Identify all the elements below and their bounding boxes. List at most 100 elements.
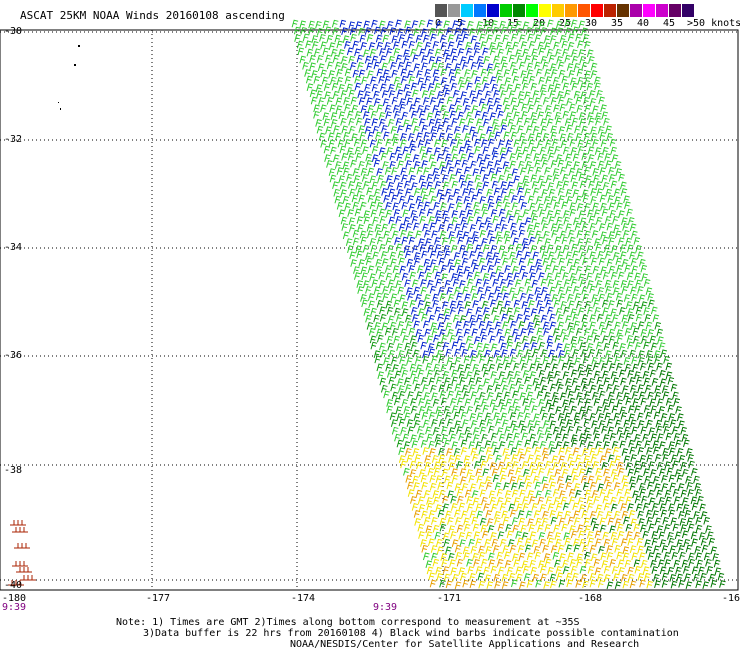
wind-barb bbox=[568, 70, 575, 78]
wind-barb bbox=[401, 272, 409, 281]
wind-barb bbox=[386, 369, 394, 378]
wind-barb bbox=[472, 427, 480, 435]
wind-barb bbox=[603, 117, 610, 126]
wind-barb bbox=[583, 427, 591, 436]
wind-barb bbox=[565, 482, 573, 490]
wind-barb bbox=[631, 230, 638, 239]
wind-barb bbox=[474, 82, 482, 91]
wind-barb bbox=[490, 343, 498, 352]
wind-barb bbox=[461, 250, 469, 259]
wind-barb bbox=[614, 230, 622, 239]
wind-barb bbox=[318, 132, 326, 141]
wind-barb bbox=[509, 153, 516, 161]
wind-barb bbox=[581, 189, 589, 198]
wind-barb bbox=[595, 441, 602, 449]
wind-barb bbox=[538, 306, 545, 315]
edge-wind-barb bbox=[12, 527, 28, 533]
wind-barb bbox=[603, 468, 610, 477]
lon-label: -177 bbox=[146, 593, 171, 604]
wind-barb bbox=[474, 76, 481, 85]
wind-barb bbox=[549, 573, 557, 582]
wind-barb bbox=[488, 363, 496, 372]
wind-barb bbox=[510, 482, 518, 491]
wind-barb bbox=[565, 189, 573, 197]
wind-barb bbox=[529, 363, 536, 372]
wind-barb bbox=[562, 399, 569, 408]
wind-barb bbox=[570, 342, 578, 351]
wind-barb bbox=[371, 83, 379, 92]
wind-barb bbox=[411, 245, 419, 253]
wind-barb bbox=[649, 369, 657, 378]
wind-barb bbox=[567, 516, 575, 525]
wind-barb bbox=[418, 238, 425, 247]
legend-swatch bbox=[500, 4, 512, 17]
wind-barb bbox=[500, 124, 508, 133]
wind-barb bbox=[498, 208, 506, 217]
wind-barb bbox=[451, 210, 458, 218]
wind-barb bbox=[365, 285, 372, 294]
wind-barb bbox=[578, 273, 585, 282]
wind-barb bbox=[550, 131, 558, 140]
wind-barb bbox=[502, 545, 510, 553]
wind-barb bbox=[563, 405, 570, 414]
wind-barb bbox=[598, 545, 605, 554]
wind-barb bbox=[678, 511, 685, 519]
wind-barb bbox=[413, 510, 421, 518]
wind-barb bbox=[485, 26, 493, 35]
wind-barb bbox=[361, 173, 369, 182]
wind-barb bbox=[491, 538, 499, 547]
wind-barb bbox=[574, 222, 582, 231]
wind-barb bbox=[434, 306, 442, 315]
wind-barb bbox=[555, 20, 563, 29]
wind-barb bbox=[669, 419, 677, 427]
wind-barb bbox=[530, 174, 537, 183]
wind-barb bbox=[550, 27, 557, 36]
wind-barb bbox=[443, 49, 450, 58]
wind-barb bbox=[485, 510, 493, 518]
wind-barb bbox=[443, 377, 451, 386]
wind-barb bbox=[656, 525, 664, 533]
wind-barb bbox=[487, 327, 495, 336]
lat-label: -30 bbox=[4, 26, 23, 37]
wind-barb bbox=[668, 413, 676, 421]
wind-barb bbox=[587, 209, 594, 218]
wind-barb bbox=[705, 558, 712, 567]
wind-barb bbox=[455, 390, 463, 399]
wind-barb bbox=[648, 299, 655, 308]
wind-barb bbox=[460, 439, 468, 448]
wind-barb bbox=[589, 285, 596, 294]
wind-barb bbox=[613, 482, 621, 490]
wind-barb bbox=[389, 321, 397, 330]
wind-barb bbox=[512, 553, 519, 562]
wind-barb bbox=[514, 405, 521, 414]
wind-barb bbox=[414, 97, 421, 106]
wind-barb bbox=[400, 139, 407, 148]
wind-barb bbox=[483, 503, 490, 511]
wind-barb bbox=[669, 482, 677, 491]
wind-barb bbox=[398, 418, 406, 427]
wind-barb bbox=[607, 489, 614, 497]
wind-barb bbox=[567, 322, 574, 330]
wind-barb bbox=[445, 63, 452, 71]
wind-barb bbox=[601, 208, 609, 217]
wind-barb bbox=[469, 224, 477, 232]
wind-barb bbox=[455, 551, 463, 560]
wind-barb bbox=[411, 182, 418, 190]
wind-barb bbox=[361, 272, 369, 281]
wind-barb bbox=[568, 265, 576, 273]
wind-barb bbox=[568, 488, 576, 497]
wind-barb bbox=[431, 327, 439, 336]
wind-barb bbox=[541, 476, 549, 485]
wind-barb bbox=[506, 173, 513, 182]
wind-barb bbox=[695, 488, 702, 497]
wind-barb bbox=[682, 504, 690, 512]
wind-barb bbox=[587, 112, 594, 120]
wind-barb bbox=[556, 572, 564, 581]
wind-barb bbox=[451, 474, 459, 483]
wind-barb bbox=[539, 565, 547, 574]
wind-barb bbox=[379, 306, 386, 315]
wind-barb bbox=[445, 124, 453, 133]
wind-barb bbox=[324, 26, 332, 35]
wind-barb bbox=[440, 552, 448, 561]
wind-barb bbox=[634, 342, 642, 350]
